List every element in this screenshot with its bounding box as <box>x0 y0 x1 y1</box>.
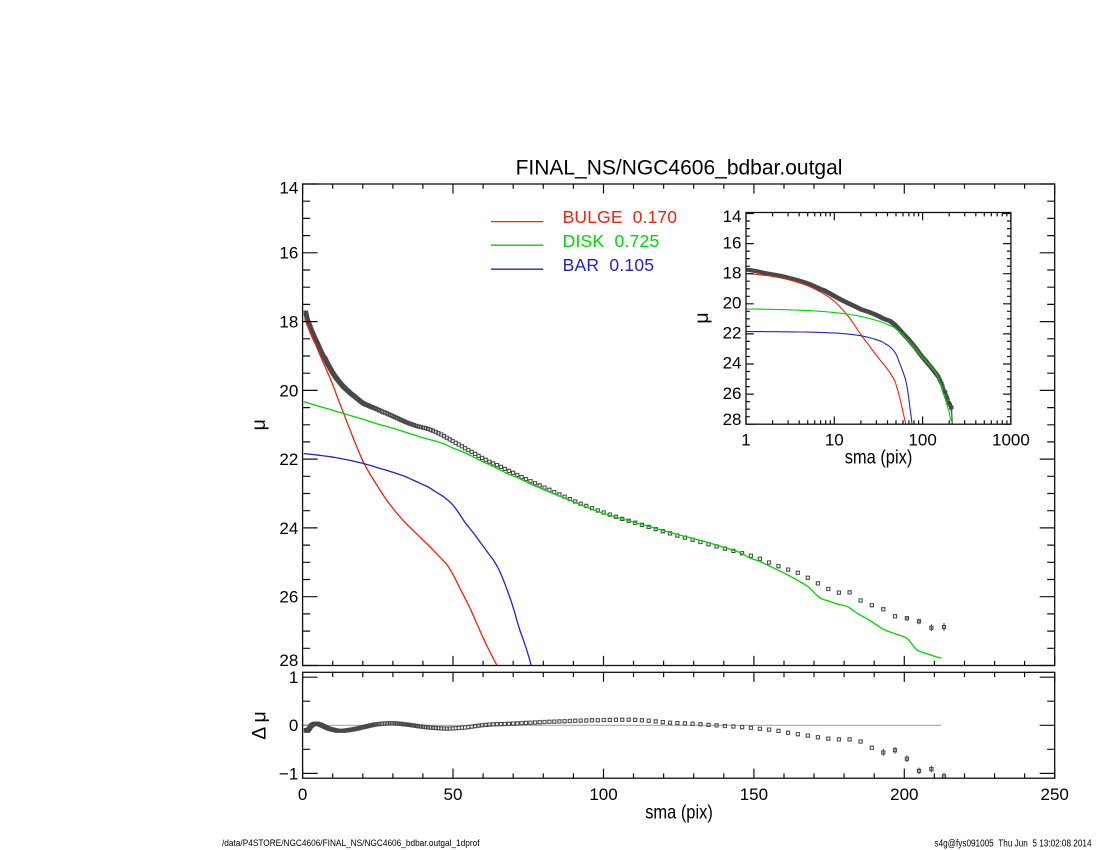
svg-text:s4g@fys091005 Thu Jun 5 13:0: s4g@fys091005 Thu Jun 5 13:02:08 2014 <box>935 839 1092 850</box>
svg-text:22: 22 <box>279 450 298 469</box>
svg-text:μ: μ <box>691 312 713 323</box>
svg-text:DISK 0.725: DISK 0.725 <box>563 231 660 251</box>
svg-text:20: 20 <box>723 294 742 313</box>
svg-text:FINAL_NS/NGC4606_bdbar.outgal: FINAL_NS/NGC4606_bdbar.outgal <box>516 156 843 179</box>
svg-text:BAR 0.105: BAR 0.105 <box>563 255 654 275</box>
svg-text:20: 20 <box>279 381 298 400</box>
svg-text:250: 250 <box>1041 785 1069 804</box>
svg-text:28: 28 <box>723 410 742 429</box>
svg-text:26: 26 <box>279 588 298 607</box>
svg-text:10: 10 <box>825 430 844 449</box>
svg-text:−1: −1 <box>279 764 298 783</box>
svg-text:150: 150 <box>740 785 768 804</box>
svg-text:Δ μ: Δ μ <box>249 711 271 740</box>
svg-text:μ: μ <box>248 419 270 430</box>
svg-text:1: 1 <box>289 668 298 687</box>
svg-text:100: 100 <box>908 430 936 449</box>
svg-text:1000: 1000 <box>992 430 1030 449</box>
svg-text:14: 14 <box>279 179 298 198</box>
svg-text:24: 24 <box>279 519 298 538</box>
svg-text:/data/P4STORE/NGC4606/FINAL_NS: /data/P4STORE/NGC4606/FINAL_NS/NGC4606_b… <box>222 838 480 848</box>
svg-text:16: 16 <box>723 233 742 252</box>
svg-text:1: 1 <box>741 430 750 449</box>
svg-text:14: 14 <box>723 207 742 226</box>
svg-text:BULGE 0.170: BULGE 0.170 <box>563 207 678 227</box>
svg-text:22: 22 <box>723 324 742 343</box>
svg-text:0: 0 <box>289 716 298 735</box>
svg-text:26: 26 <box>723 384 742 403</box>
svg-text:50: 50 <box>444 785 463 804</box>
svg-text:16: 16 <box>279 244 298 263</box>
svg-text:18: 18 <box>723 263 742 282</box>
svg-text:18: 18 <box>279 313 298 332</box>
svg-text:0: 0 <box>298 785 307 804</box>
svg-text:200: 200 <box>890 785 918 804</box>
svg-text:100: 100 <box>589 785 617 804</box>
svg-text:sma (pix): sma (pix) <box>845 447 913 469</box>
svg-text:sma (pix): sma (pix) <box>645 801 713 823</box>
svg-text:28: 28 <box>279 651 298 670</box>
svg-text:24: 24 <box>723 354 742 373</box>
